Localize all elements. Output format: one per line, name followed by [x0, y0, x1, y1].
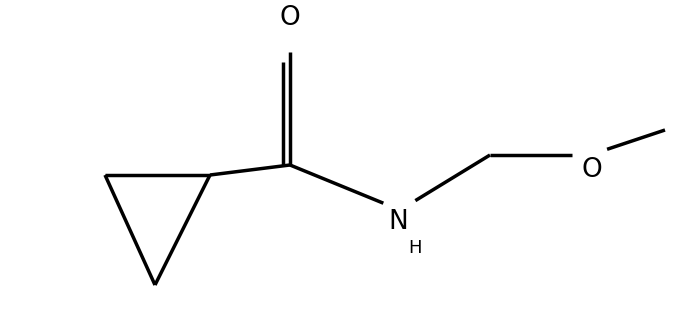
Text: O: O: [279, 5, 301, 31]
Text: H: H: [408, 239, 422, 257]
Text: N: N: [388, 209, 408, 235]
Text: O: O: [581, 157, 603, 183]
